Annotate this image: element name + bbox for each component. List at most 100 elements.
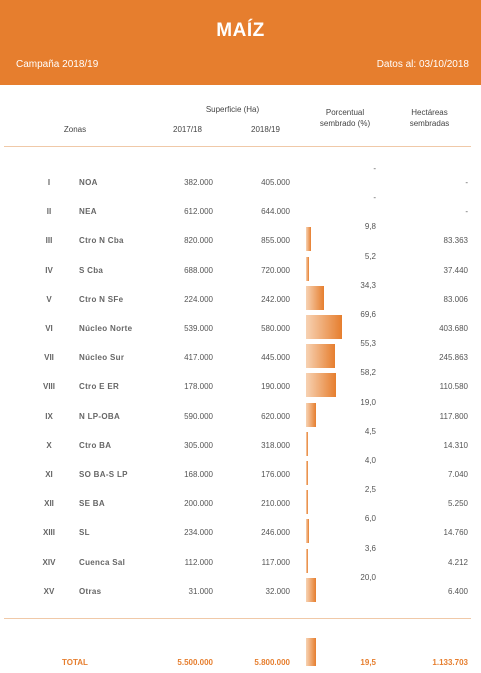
zone-number: VI <box>45 324 53 333</box>
table-row: I NOA 382.000 405.000 - - <box>0 164 481 197</box>
hectares-sown: 4.212 <box>447 557 468 567</box>
hectares-sown: 14.760 <box>443 528 468 538</box>
surface-2017: 200.000 <box>184 499 213 509</box>
surface-2018: 32.000 <box>265 586 290 596</box>
table-row: VI Núcleo Norte 539.000 580.000 69,6 403.680 <box>0 310 481 343</box>
zone-number: X <box>46 440 52 450</box>
surface-2017: 612.000 <box>184 207 213 217</box>
hectares-sown: 7.040 <box>447 470 468 479</box>
pct-sown: 55,3 <box>360 339 376 349</box>
hectares-sown: 6.400 <box>447 586 468 596</box>
surface-2017: 590.000 <box>184 411 213 421</box>
pct-sown: 4,0 <box>364 456 376 465</box>
zone-name: Ctro N SFe <box>79 294 124 304</box>
table-row: XI SO BA-S LP 168.000 176.000 4,0 7.040 <box>0 456 481 489</box>
pct-bar <box>306 344 335 369</box>
table-row: IV S Cba 688.000 720.000 5,2 37.440 <box>0 252 481 285</box>
header-divider <box>4 146 471 147</box>
pct-sown: 9,8 <box>364 222 376 232</box>
hectares-sown: 83.006 <box>443 294 468 304</box>
ha-header-line1: Hectáreas <box>411 108 448 117</box>
surface-2018: 117.000 <box>261 557 290 567</box>
hectares-sown: 245.863 <box>439 353 468 363</box>
pct-sown: 5,2 <box>364 251 376 261</box>
table-row: XV Otras 31.000 32.000 20,0 6.400 <box>0 573 481 606</box>
surface-2017: 820.000 <box>184 236 213 246</box>
pct-sown: 34,3 <box>360 280 376 290</box>
pct-bar <box>306 256 309 281</box>
surface-2017: 168.000 <box>184 470 213 479</box>
zone-number: XII <box>44 499 54 509</box>
title-banner: MAÍZ Campaña 2018/19 Datos al: 03/10/201… <box>0 0 481 85</box>
zone-number: VIII <box>42 382 55 392</box>
table-row: II NEA 612.000 644.000 - - <box>0 193 481 226</box>
surface-2017: 178.000 <box>184 382 213 392</box>
total-label: TOTAL <box>62 658 88 667</box>
total-row: TOTAL 5.500.000 5.800.000 19,5 1.133.703 <box>0 638 481 669</box>
pct-bar <box>306 315 343 339</box>
pct-sown: 4,5 <box>364 426 376 436</box>
table-row: XII SE BA 200.000 210.000 2,5 5.250 <box>0 485 481 518</box>
hectares-sown: 403.680 <box>439 324 468 333</box>
surface-2018: 855.000 <box>261 236 290 246</box>
pct-header-line1: Porcentual <box>325 108 365 117</box>
table-row: VIII Ctro E ER 178.000 190.000 58,2 110.580 <box>0 368 481 401</box>
pct-header-line2: sembrado (%) <box>319 119 371 128</box>
surface-2017: 234.000 <box>184 528 213 538</box>
table-row: XIV Cuenca Sal 112.000 117.000 3,6 4.212 <box>0 544 481 577</box>
pct-sown: 6,0 <box>364 514 376 524</box>
ha-header: Hectáreas sembradas <box>392 107 467 129</box>
hectares-sown: 37.440 <box>443 265 468 275</box>
pct-sown: 2,5 <box>364 485 376 495</box>
pct-sown: 58,2 <box>360 368 376 378</box>
zone-number: XIII <box>42 528 55 538</box>
hectares-sown: - <box>465 207 468 217</box>
zone-number: I <box>47 178 51 187</box>
hectares-sown: 83.363 <box>443 236 468 246</box>
pct-bar <box>306 490 308 515</box>
zone-number: IX <box>45 411 53 421</box>
surface-2018: 445.000 <box>261 353 290 363</box>
hectares-sown: 5.250 <box>447 499 468 509</box>
surface-header: Superficie (Ha) <box>205 105 260 114</box>
zone-number: IV <box>45 265 53 275</box>
zone-name: Núcleo Sur <box>79 353 125 363</box>
table-row: XIII SL 234.000 246.000 6,0 14.760 <box>0 514 481 547</box>
surface-2017: 382.000 <box>184 178 213 187</box>
surface-2018: 318.000 <box>261 440 290 450</box>
pct-bar <box>306 548 308 573</box>
zone-number: XI <box>45 470 53 479</box>
surface-2018: 246.000 <box>261 528 290 538</box>
zone-name: SL <box>79 528 90 538</box>
total-surface-2017: 5.500.000 <box>177 658 213 667</box>
total-pct-bar <box>306 638 317 666</box>
pct-bar <box>306 285 324 310</box>
zone-name: Otras <box>79 586 102 596</box>
hectares-sown: - <box>465 178 468 187</box>
pct-bar <box>306 431 309 456</box>
hectares-sown: 117.800 <box>439 411 468 421</box>
pct-sown: 69,6 <box>360 310 376 319</box>
zone-number: VII <box>44 353 54 363</box>
table-row: V Ctro N SFe 224.000 242.000 34,3 83.006 <box>0 281 481 314</box>
surface-2018: 190.000 <box>261 382 290 392</box>
surface-2017: 112.000 <box>184 557 213 567</box>
surface-2017: 417.000 <box>184 353 213 363</box>
zone-number: XV <box>43 586 55 596</box>
total-divider <box>4 618 471 619</box>
surface-2018: 620.000 <box>261 411 290 421</box>
surface-2018: 720.000 <box>261 265 290 275</box>
surface-2018: 242.000 <box>261 294 290 304</box>
pct-bar <box>306 227 312 252</box>
pct-sown: 19,0 <box>360 397 376 407</box>
total-surface-2018: 5.800.000 <box>254 658 290 667</box>
zone-name: Cuenca Sal <box>79 557 126 567</box>
zone-name: SO BA-S LP <box>79 470 128 479</box>
zone-name: Núcleo Norte <box>79 324 133 333</box>
zone-name: Ctro N Cba <box>79 236 124 246</box>
zone-name: NEA <box>79 207 97 217</box>
surface-2017: 305.000 <box>184 440 213 450</box>
surface-2017: 224.000 <box>184 294 213 304</box>
table-row: IX N LP-OBA 590.000 620.000 19,0 117.800 <box>0 398 481 431</box>
zone-number: III <box>45 236 53 246</box>
